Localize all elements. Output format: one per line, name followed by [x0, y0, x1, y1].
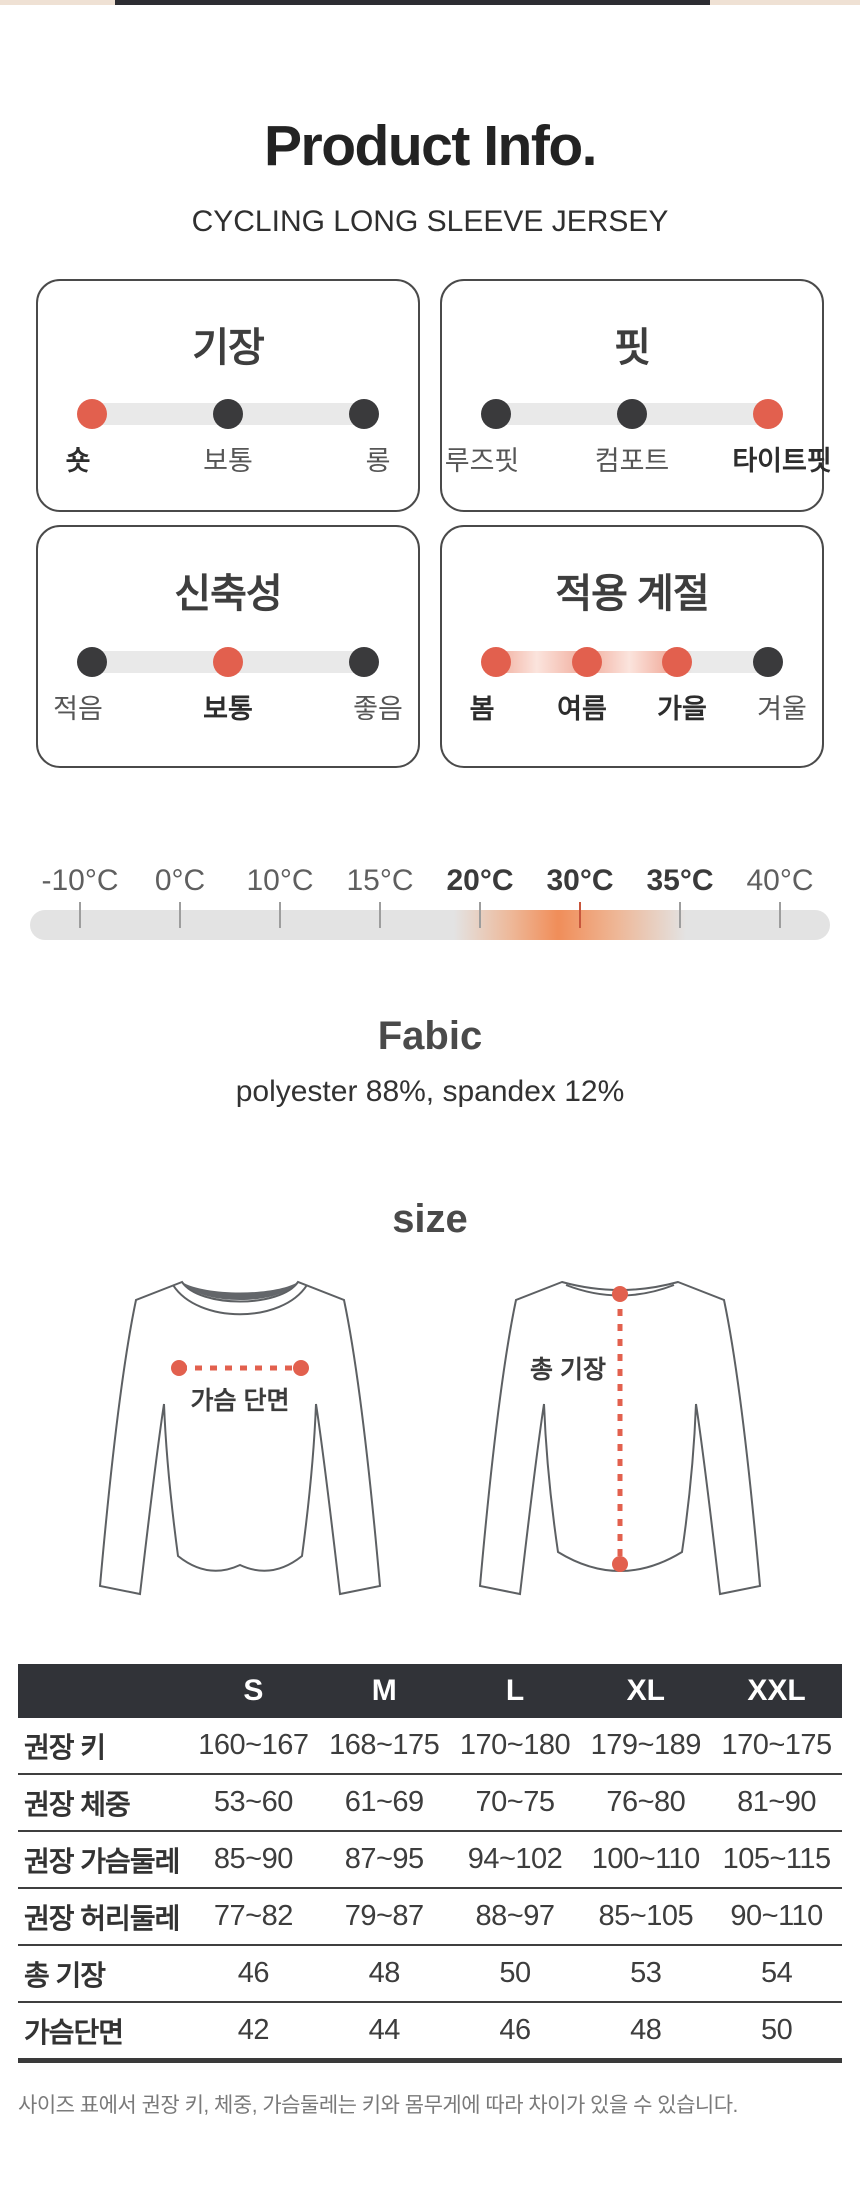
length-labels: 숏 보통 롱	[66, 439, 391, 476]
table-row-waist-circ: 권장 허리둘레 77~82 79~87 88~97 85~105 90~110	[18, 1889, 842, 1946]
page-subtitle: CYCLING LONG SLEEVE JERSEY	[191, 205, 669, 238]
label-winter: 겨울	[757, 694, 807, 724]
size-heading: size	[392, 1197, 468, 1241]
temp-tick	[379, 902, 381, 928]
fabric-composition: polyester 88%, spandex 12%	[235, 1075, 625, 1108]
previous-image-edge	[0, 0, 860, 5]
fit-labels: 루즈핏 컴포트 타이트핏	[445, 439, 832, 476]
label-summer: 여름	[557, 694, 607, 724]
temp-label: 15°C	[346, 864, 414, 897]
length-dot-long	[349, 399, 379, 429]
label-long: 롱	[365, 446, 391, 476]
season-dot-fall-active	[662, 647, 693, 677]
temp-label: -10°C	[41, 864, 119, 897]
temp-tick	[179, 902, 181, 928]
temp-label-highlighted: 30°C	[546, 864, 614, 897]
elasticity-track	[77, 647, 379, 677]
elasticity-dot-good	[349, 647, 379, 677]
elasticity-dot-normal-active	[213, 647, 243, 677]
temp-label-highlighted: 20°C	[446, 864, 514, 897]
temp-tick	[779, 902, 781, 928]
label-tight-fit: 타이트핏	[732, 446, 832, 476]
col-L: L	[505, 1674, 525, 1707]
season-track	[481, 647, 783, 677]
fit-track	[481, 399, 783, 429]
page-title: Product Info.	[264, 114, 597, 178]
table-row-height: 권장 키 160~167 168~175 170~180 179~189 170…	[18, 1718, 842, 1775]
spec-card-fit: 핏 루즈핏 컴포트 타이트핏	[440, 279, 832, 512]
card-title-season: 적용 계절	[555, 572, 709, 616]
label-short: 숏	[65, 446, 91, 476]
temp-label: 0°C	[154, 864, 206, 897]
temp-label: 40°C	[746, 864, 814, 897]
collar-dark	[182, 1282, 298, 1300]
label-low: 적음	[53, 694, 103, 724]
table-row-chest-circ: 권장 가슴둘레 85~90 87~95 94~102 100~110 105~1…	[18, 1832, 842, 1889]
fit-dot-loose	[481, 399, 511, 429]
elasticity-labels: 적음 보통 좋음	[53, 687, 403, 724]
length-measure-label: 총 기장	[530, 1356, 606, 1384]
elasticity-dot-low	[77, 647, 107, 677]
spec-card-elasticity: 신축성 적음 보통 좋음	[36, 525, 420, 768]
season-dot-spring-active	[481, 647, 511, 677]
shirt-back-diagram: 총 기장	[478, 1280, 762, 1596]
label-spring: 봄	[469, 694, 495, 724]
season-labels: 봄 여름 가을 겨울	[470, 687, 807, 724]
size-diagrams: 가슴 단면 총 기장	[0, 1256, 860, 1636]
chest-measure-label: 가슴 단면	[191, 1387, 290, 1415]
spec-card-season: 적용 계절 봄 여름 가을 겨울	[440, 525, 824, 768]
spec-card-length: 기장 숏 보통 롱	[36, 279, 420, 512]
table-row-weight: 권장 체중 53~60 61~69 70~75 76~80 81~90	[18, 1775, 842, 1832]
temp-tick	[279, 902, 281, 928]
previous-image-dark-band	[115, 0, 710, 5]
temp-label: 10°C	[246, 864, 314, 897]
fabric-heading: Fabic	[377, 1014, 483, 1058]
shirt-front-diagram: 가슴 단면	[98, 1280, 382, 1596]
label-good: 좋음	[353, 694, 403, 724]
fit-dot-tight-active	[753, 399, 783, 429]
temp-label-highlighted: 35°C	[646, 864, 714, 897]
label-loose-fit: 루즈핏	[444, 446, 520, 476]
season-dot-summer-active	[571, 647, 602, 677]
col-XL: XL	[626, 1674, 665, 1707]
card-title-fit: 핏	[614, 326, 651, 370]
temperature-scale: -10°C 0°C 10°C 15°C 20°C 30°C 35°C 40°C	[30, 864, 830, 940]
temperature-bar	[30, 902, 830, 940]
season-dot-winter	[753, 647, 783, 677]
temp-tick	[579, 902, 581, 928]
col-M: M	[371, 1674, 397, 1707]
temperature-heat-gradient	[30, 910, 830, 940]
col-XXL: XXL	[747, 1674, 806, 1707]
size-table-header: S M L XL XXL	[18, 1664, 842, 1718]
table-row-total-length: 총 기장 46 48 50 53 54	[18, 1946, 842, 2003]
size-table: S M L XL XXL 권장 키 160~167 168~175 170~18…	[18, 1664, 842, 2063]
temperature-labels: -10°C 0°C 10°C 15°C 20°C 30°C 35°C 40°C	[30, 864, 830, 898]
card-title-elasticity: 신축성	[174, 572, 282, 616]
fit-dot-comfort	[617, 399, 647, 429]
size-table-footnote: 사이즈 표에서 권장 키, 체중, 가슴둘레는 키와 몸무게에 따라 차이가 있…	[18, 2094, 738, 2117]
length-dot-short-active	[77, 399, 107, 429]
length-dot-normal	[213, 399, 243, 429]
card-title-length: 기장	[192, 326, 265, 370]
table-row-chest-width: 가슴단면 42 44 46 48 50	[18, 2003, 842, 2063]
temp-tick	[79, 902, 81, 928]
label-normal: 보통	[203, 446, 253, 476]
label-medium: 보통	[203, 694, 253, 724]
length-track	[77, 399, 379, 429]
label-comfort: 컴포트	[594, 446, 670, 476]
col-S: S	[243, 1674, 264, 1707]
spec-cards: 기장 숏 보통 롱 핏 루즈핏 컴포트 타이트핏 신축성	[36, 279, 832, 768]
label-fall: 가을	[657, 694, 707, 724]
temp-tick	[679, 902, 681, 928]
temp-tick	[479, 902, 481, 928]
